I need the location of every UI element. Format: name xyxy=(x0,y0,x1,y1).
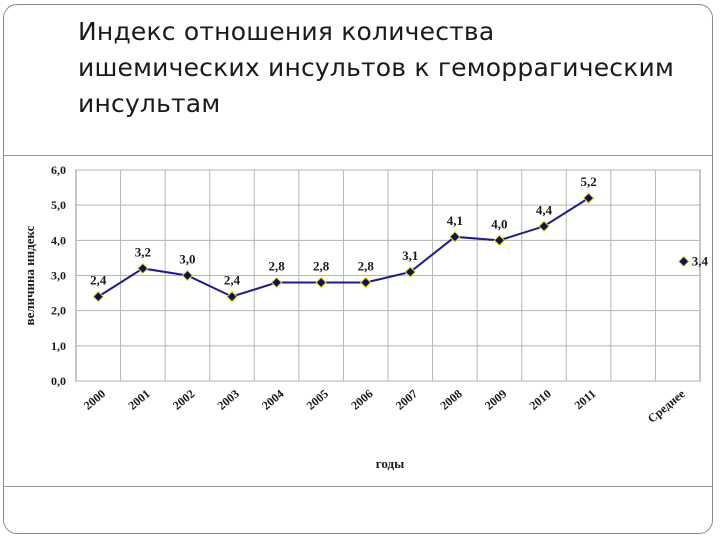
data-point-marker xyxy=(181,269,194,282)
series-line xyxy=(97,197,590,298)
page-title: Индекс отношения количества ишемических … xyxy=(78,17,675,118)
data-point-marker xyxy=(404,266,416,278)
x-tick-label: 2004 xyxy=(259,387,286,413)
y-axis-title: величина индекс xyxy=(22,225,37,325)
data-point-marker xyxy=(360,276,372,289)
x-tick-label: Среднее xyxy=(645,386,688,426)
data-point-marker xyxy=(315,276,327,289)
x-tick-label: 2002 xyxy=(170,387,197,413)
x-axis-ticks: 2000 2001 2002 2003 2004 2005 2006 2007 2008 2009… xyxy=(81,386,688,426)
data-label: 3,1 xyxy=(402,248,418,263)
data-point-marker xyxy=(226,290,238,303)
data-label: 3,0 xyxy=(179,252,195,267)
divider-bottom xyxy=(4,486,712,487)
x-tick-label: 2010 xyxy=(527,387,554,413)
y-tick-label: 2,0 xyxy=(51,304,66,318)
x-tick-label: 2007 xyxy=(393,387,420,413)
average-marker xyxy=(678,255,690,268)
data-label: 4,0 xyxy=(491,216,507,231)
data-point-marker xyxy=(538,220,550,232)
data-point-marker xyxy=(137,262,149,275)
data-label: 2,4 xyxy=(90,273,107,288)
x-tick-label: 2001 xyxy=(125,387,152,413)
y-tick-label: 1,0 xyxy=(51,339,66,353)
y-axis-ticks: 0,0 1,0 2,0 3,0 4,0 5,0 6,0 xyxy=(51,163,66,388)
data-labels: 2,4 3,2 3,0 2,4 2,8 2,8 2,8 3,1 4,1 4,0 4,4 5,2 3,4 xyxy=(90,174,708,287)
x-tick-label: 2005 xyxy=(304,387,331,413)
x-tick-label: 2009 xyxy=(482,387,509,413)
data-label: 4,1 xyxy=(447,213,463,228)
data-label: 2,8 xyxy=(268,259,285,274)
y-tick-label: 6,0 xyxy=(51,163,66,177)
data-point-marker xyxy=(582,192,595,204)
data-point-marker xyxy=(270,276,283,289)
data-label: 3,2 xyxy=(135,244,151,259)
y-tick-label: 0,0 xyxy=(51,374,66,388)
x-tick-label: 2003 xyxy=(215,387,242,413)
data-label: 4,4 xyxy=(536,202,553,217)
data-label: 2,8 xyxy=(358,259,375,274)
y-tick-label: 4,0 xyxy=(51,233,66,247)
x-tick-label: 2008 xyxy=(437,387,464,413)
y-tick-label: 3,0 xyxy=(51,269,66,283)
average-label: 3,4 xyxy=(692,253,709,268)
data-label: 2,8 xyxy=(313,259,330,274)
data-point-marker xyxy=(449,231,461,243)
data-label: 2,4 xyxy=(224,273,241,288)
data-label: 5,2 xyxy=(580,174,596,189)
data-point-marker xyxy=(493,234,506,247)
x-tick-label: 2006 xyxy=(348,387,375,413)
plot-area xyxy=(75,169,701,382)
data-point-marker xyxy=(92,290,104,303)
divider-top xyxy=(4,155,712,156)
x-axis-title: годы xyxy=(376,456,404,471)
x-tick-label: 2000 xyxy=(81,387,108,413)
x-tick-label: 2011 xyxy=(572,387,599,413)
series-group xyxy=(92,192,690,303)
y-tick-label: 5,0 xyxy=(51,198,66,212)
